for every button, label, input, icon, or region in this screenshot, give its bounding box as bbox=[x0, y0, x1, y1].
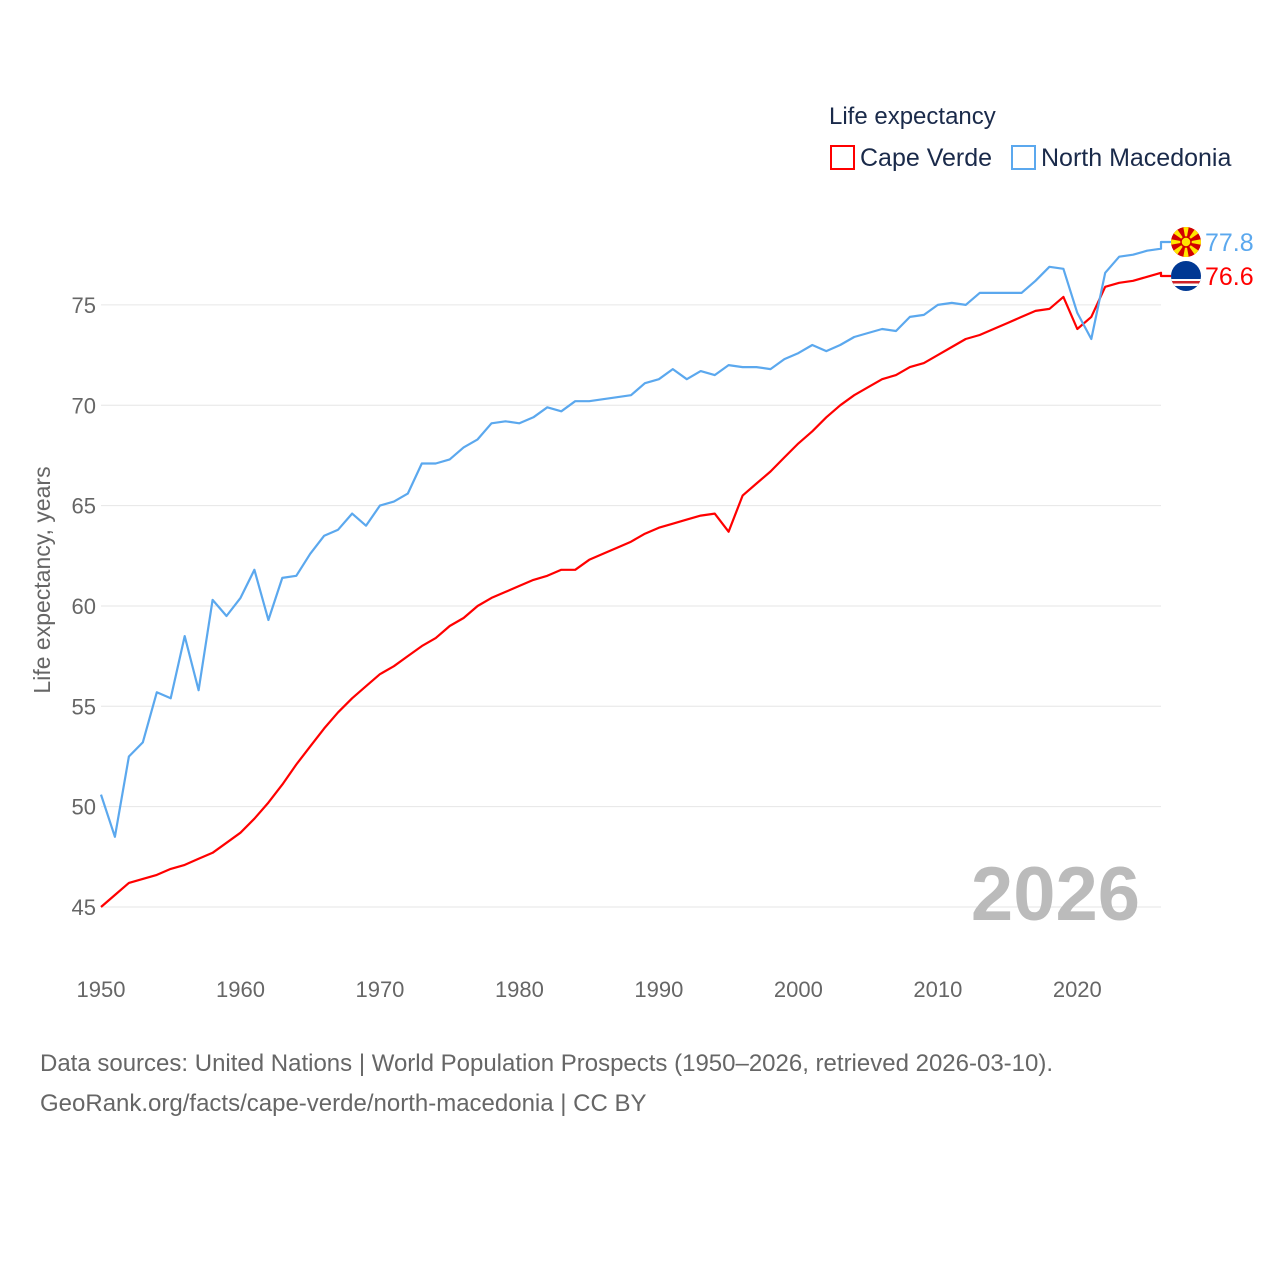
legend-label-north-macedonia: North Macedonia bbox=[1041, 144, 1231, 172]
flag-ray bbox=[1182, 242, 1190, 257]
x-tick-label: 1980 bbox=[495, 977, 544, 1002]
y-tick-label: 65 bbox=[72, 494, 96, 519]
series-lines bbox=[99, 240, 1171, 908]
legend-swatch-cape-verde bbox=[830, 145, 855, 170]
source-line-2[interactable]: GeoRank.org/facts/cape-verde/north-maced… bbox=[40, 1090, 647, 1117]
x-tick-label: 2010 bbox=[913, 977, 962, 1002]
y-tick-label: 70 bbox=[72, 393, 96, 418]
line-chart: 45 50 55 60 65 70 75 1950 1960 1970 1980 1990 2000 2… bbox=[29, 103, 1254, 1002]
end-value-label-cape-verde: 76.6 bbox=[1205, 263, 1254, 291]
x-tick-label: 1960 bbox=[216, 977, 265, 1002]
series-line-cape-verde bbox=[100, 271, 1171, 908]
x-tick-label: 2020 bbox=[1053, 977, 1102, 1002]
source-note: Data sources: United Nations | World Pop… bbox=[40, 1044, 1053, 1124]
y-tick-label: 60 bbox=[72, 594, 96, 619]
legend-title: Life expectancy bbox=[829, 103, 996, 130]
legend-swatch-north-macedonia bbox=[1011, 145, 1036, 170]
y-tick-label: 50 bbox=[72, 795, 96, 820]
flag-body bbox=[1171, 227, 1201, 257]
x-axis-ticks: 1950 1960 1970 1980 1990 2000 2010 2020 bbox=[77, 977, 1102, 1002]
flag-north-macedonia-icon bbox=[1171, 227, 1201, 257]
end-labels: 76.6 77.8 bbox=[1171, 227, 1254, 291]
end-value-label-north-macedonia: 77.8 bbox=[1205, 229, 1254, 257]
x-tick-label: 2000 bbox=[774, 977, 823, 1002]
y-tick-label: 45 bbox=[72, 895, 96, 920]
flag-field bbox=[1171, 261, 1201, 291]
gridlines bbox=[101, 304, 1161, 908]
y-tick-label: 55 bbox=[72, 694, 96, 719]
legend-label-cape-verde: Cape Verde bbox=[860, 144, 992, 172]
x-tick-label: 1970 bbox=[355, 977, 404, 1002]
x-tick-label: 1950 bbox=[77, 977, 126, 1002]
legend-item-cape-verde[interactable]: Cape Verde bbox=[830, 144, 992, 172]
y-tick-label: 75 bbox=[72, 293, 96, 318]
source-line-1: Data sources: United Nations | World Pop… bbox=[40, 1050, 1054, 1077]
flag-cape-verde-icon bbox=[1171, 261, 1201, 291]
x-tick-label: 1990 bbox=[634, 977, 683, 1002]
flag-red-stripe bbox=[1171, 281, 1201, 284]
legend: Life expectancy Cape Verde North Macedon… bbox=[829, 103, 1231, 172]
flag-ray bbox=[1182, 227, 1190, 242]
year-watermark: 2026 bbox=[971, 852, 1140, 937]
flag-ray bbox=[1171, 238, 1186, 246]
legend-item-north-macedonia[interactable]: North Macedonia bbox=[1011, 144, 1231, 172]
flag-sun bbox=[1180, 236, 1192, 248]
flag-ray bbox=[1186, 238, 1201, 246]
y-axis-ticks: 45 50 55 60 65 70 75 bbox=[72, 293, 96, 920]
y-axis-label: Life expectancy, years bbox=[29, 466, 55, 693]
flag-body bbox=[1171, 261, 1201, 291]
series-line-north-macedonia bbox=[99, 240, 1171, 838]
